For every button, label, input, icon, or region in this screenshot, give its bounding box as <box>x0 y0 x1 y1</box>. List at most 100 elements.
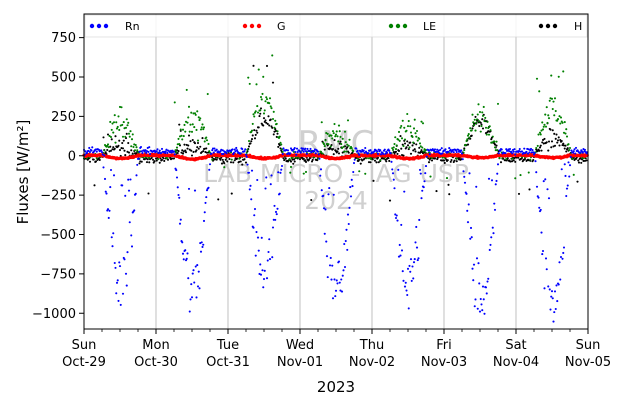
point-le <box>407 119 410 123</box>
point-rn <box>267 250 270 254</box>
point-h <box>113 147 116 150</box>
point-h <box>543 137 546 140</box>
point-rn <box>250 169 254 172</box>
point-rn <box>128 221 131 224</box>
point-le <box>394 136 397 139</box>
point-rn <box>329 256 332 260</box>
point-le <box>279 141 282 144</box>
point-le <box>553 97 557 100</box>
point-h <box>148 158 152 161</box>
point-rn <box>111 245 114 248</box>
point-le <box>230 158 233 161</box>
point-rn <box>337 260 341 263</box>
point-rn <box>545 268 548 271</box>
point-rn <box>137 157 140 160</box>
point-le <box>498 156 501 160</box>
point-rn <box>529 147 533 150</box>
point-rn <box>346 213 350 216</box>
point-h <box>376 156 380 159</box>
point-rn <box>286 149 290 152</box>
point-rn <box>385 151 389 154</box>
point-h <box>553 132 556 135</box>
point-h <box>387 157 390 160</box>
point-rn <box>523 147 526 150</box>
point-rn <box>328 264 332 267</box>
point-le <box>551 107 554 111</box>
point-rn <box>418 168 422 171</box>
point-rn <box>427 149 431 152</box>
point-le <box>322 143 326 146</box>
point-h <box>219 158 222 161</box>
point-rn <box>243 150 246 153</box>
point-le <box>541 121 544 124</box>
y-tick-label: −250 <box>40 189 76 204</box>
point-rn <box>293 146 296 150</box>
point-h <box>556 141 559 144</box>
legend-box <box>84 14 588 38</box>
point-h <box>140 160 143 163</box>
point-le <box>125 118 128 121</box>
point-h <box>539 144 542 147</box>
point-rn <box>494 183 497 186</box>
point-h <box>153 160 156 163</box>
point-rn <box>127 189 131 192</box>
point-rn <box>172 150 176 153</box>
point-le <box>199 117 202 120</box>
point-le <box>120 106 123 109</box>
point-h <box>196 141 200 145</box>
point-h <box>197 147 200 150</box>
point-h <box>361 159 364 162</box>
point-rn <box>203 211 206 214</box>
point-le <box>124 135 127 138</box>
point-h <box>215 158 218 161</box>
point-rn <box>208 168 211 171</box>
point-le <box>203 140 206 143</box>
point-rn <box>573 148 576 151</box>
point-le <box>273 126 276 129</box>
point-h <box>554 137 557 140</box>
point-rn <box>547 197 551 200</box>
point-le <box>250 129 254 132</box>
point-h <box>110 138 113 141</box>
point-h <box>131 152 134 155</box>
point-rn <box>109 186 112 189</box>
point-h <box>282 157 285 160</box>
point-le <box>265 96 268 99</box>
point-le <box>473 118 476 121</box>
point-le <box>304 170 308 174</box>
y-tick-label: −750 <box>40 267 76 282</box>
point-rn <box>133 209 136 212</box>
point-h <box>187 144 190 147</box>
point-rn <box>213 147 216 150</box>
point-rn <box>121 184 124 187</box>
point-le <box>324 139 327 142</box>
point-rn <box>176 186 179 189</box>
point-le <box>340 142 343 146</box>
point-le <box>398 139 401 142</box>
point-rn <box>166 151 169 155</box>
point-rn <box>322 194 325 197</box>
point-le <box>556 119 559 122</box>
point-rn <box>178 222 182 225</box>
point-rn <box>255 231 258 234</box>
point-rn <box>497 152 500 155</box>
point-h <box>184 151 188 154</box>
point-rn <box>212 151 215 154</box>
point-h <box>311 158 314 161</box>
point-le <box>121 135 125 138</box>
point-h <box>412 149 415 152</box>
point-rn <box>301 147 305 150</box>
point-h <box>250 138 254 141</box>
point-h <box>447 183 450 186</box>
legend-label-le: LE <box>423 20 436 33</box>
point-le <box>330 134 333 137</box>
point-rn <box>327 193 330 196</box>
point-le <box>547 114 550 117</box>
point-rn <box>202 243 205 246</box>
point-le <box>114 141 117 144</box>
point-h <box>528 188 531 191</box>
point-rn <box>407 307 410 310</box>
point-h <box>268 124 271 127</box>
point-h <box>266 122 269 125</box>
point-le <box>289 165 293 168</box>
